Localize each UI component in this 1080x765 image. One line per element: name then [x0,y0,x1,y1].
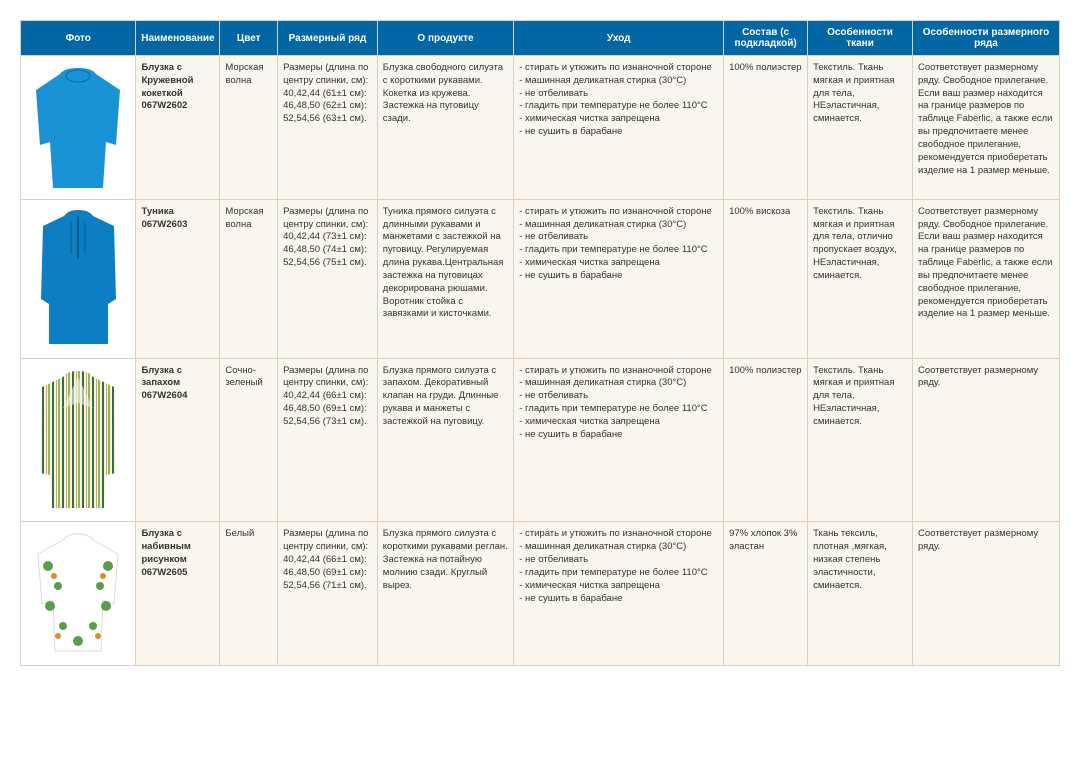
cell-photo [21,522,136,666]
cell-color: Белый [220,522,278,666]
table-row: Туника 067W2603Морская волнаРазмеры (дли… [21,199,1060,358]
header-fabric: Особенности ткани [808,21,913,56]
cell-fabric: Ткань тексиль, плотная ,мягкая, низкая с… [808,522,913,666]
cell-about: Блузка прямого силуэта с короткими рукав… [377,522,513,666]
garment-icon [31,204,126,354]
cell-fabric: Текстиль. Ткань мягкая и приятная для те… [808,56,913,200]
cell-care: - стирать и утюжить по изнаночной сторон… [514,522,724,666]
cell-fit: Соответствует размерному ряду. [913,522,1060,666]
cell-name: Блузка с Кружевной кокеткой 067W2602 [136,56,220,200]
cell-photo [21,358,136,522]
cell-sizes: Размеры (длина по центру спинки, см): 40… [278,358,378,522]
header-color: Цвет [220,21,278,56]
header-fit: Особенности размерного ряда [913,21,1060,56]
table-row: Блузка с Кружевной кокеткой 067W2602Морс… [21,56,1060,200]
product-table: Фото Наименование Цвет Размерный ряд О п… [20,20,1060,666]
cell-sizes: Размеры (длина по центру спинки, см): 40… [278,199,378,358]
cell-name: Блузка с запахом 067W2604 [136,358,220,522]
cell-composition: 100% полиэстер [724,358,808,522]
cell-about: Блузка прямого силуэта с запахом. Декора… [377,358,513,522]
cell-fit: Соответствует размерному ряду. Свободное… [913,56,1060,200]
header-about: О продукте [377,21,513,56]
header-name: Наименование [136,21,220,56]
cell-fabric: Текстиль. Ткань мягкая и приятная для те… [808,199,913,358]
cell-color: Сочно-зеленый [220,358,278,522]
cell-composition: 100% вискоза [724,199,808,358]
cell-name: Туника 067W2603 [136,199,220,358]
table-row: Блузка с набивным рисунком 067W2605Белый… [21,522,1060,666]
garment-icon [28,526,128,661]
cell-photo [21,56,136,200]
header-composition: Состав (с подкладкой) [724,21,808,56]
cell-care: - стирать и утюжить по изнаночной сторон… [514,358,724,522]
cell-composition: 97% хлопок 3% эластан [724,522,808,666]
cell-color: Морская волна [220,199,278,358]
cell-composition: 100% полиэстер [724,56,808,200]
cell-about: Туника прямого силуэта с длинными рукава… [377,199,513,358]
cell-fit: Соответствует размерному ряду. Свободное… [913,199,1060,358]
garment-icon [28,363,128,518]
cell-color: Морская волна [220,56,278,200]
header-care: Уход [514,21,724,56]
cell-care: - стирать и утюжить по изнаночной сторон… [514,56,724,200]
header-photo: Фото [21,21,136,56]
cell-sizes: Размеры (длина по центру спинки, см): 40… [278,522,378,666]
cell-photo [21,199,136,358]
table-row: Блузка с запахом 067W2604Сочно-зеленыйРа… [21,358,1060,522]
cell-sizes: Размеры (длина по центру спинки, см): 40… [278,56,378,200]
garment-icon [28,60,128,195]
cell-fit: Соответствует размерному ряду. [913,358,1060,522]
cell-name: Блузка с набивным рисунком 067W2605 [136,522,220,666]
cell-care: - стирать и утюжить по изнаночной сторон… [514,199,724,358]
header-row: Фото Наименование Цвет Размерный ряд О п… [21,21,1060,56]
header-sizes: Размерный ряд [278,21,378,56]
cell-about: Блузка свободного силуэта с короткими ру… [377,56,513,200]
cell-fabric: Текстиль. Ткань мягкая и приятная для те… [808,358,913,522]
